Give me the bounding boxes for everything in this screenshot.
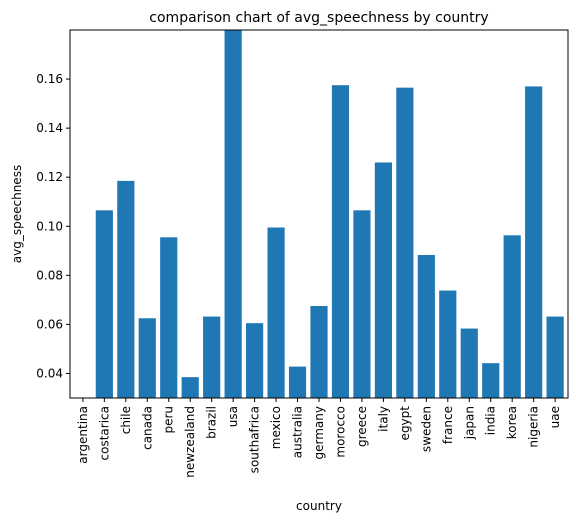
x-tick-label-uae: uae	[548, 406, 562, 428]
y-tick-label: 0.10	[36, 219, 63, 233]
x-tick-label-chile: chile	[119, 406, 133, 434]
x-tick-label-newzealand: newzealand	[183, 406, 197, 478]
bar-peru	[160, 237, 177, 471]
x-tick-label-mexico: mexico	[269, 406, 283, 449]
x-tick-label-egypt: egypt	[398, 406, 412, 441]
x-tick-label-greece: greece	[355, 406, 369, 447]
x-tick-label-italy: italy	[376, 406, 390, 432]
y-tick-label: 0.14	[36, 121, 63, 135]
x-tick-label-germany: germany	[312, 406, 326, 459]
x-tick-label-argentina: argentina	[76, 406, 90, 464]
x-tick-label-costarica: costarica	[97, 406, 111, 460]
x-tick-label-southafrica: southafrica	[248, 406, 262, 473]
y-axis: 0.04 0.06 0.08 0.10 0.12 0.14 0.16	[36, 72, 70, 380]
x-tick-label-korea: korea	[505, 406, 519, 439]
x-tick-label-usa: usa	[226, 406, 240, 427]
x-tick-label-japan: japan	[462, 406, 476, 440]
x-tick-label-canada: canada	[140, 406, 154, 450]
bar-usa	[225, 28, 242, 472]
x-tick-label-sweden: sweden	[419, 406, 433, 452]
y-tick-label: 0.08	[36, 268, 63, 282]
x-axis-label: country	[296, 499, 342, 513]
x-tick-label-india: india	[484, 406, 498, 435]
x-tick-label-morocco: morocco	[333, 406, 347, 458]
x-tick-label-peru: peru	[162, 406, 176, 434]
bars-group	[74, 28, 563, 472]
x-tick-label-france: france	[441, 406, 455, 444]
y-axis-label: avg_speechness	[10, 165, 24, 263]
y-tick-label: 0.06	[36, 317, 63, 331]
bar-uae	[547, 317, 564, 472]
y-tick-label: 0.12	[36, 170, 63, 184]
x-tick-label-nigeria: nigeria	[527, 406, 541, 448]
x-axis: argentina costarica chile canada peru newzeal…	[76, 398, 562, 478]
x-tick-label-brazil: brazil	[205, 406, 219, 439]
x-tick-label-australia: australia	[291, 406, 305, 458]
chart-title: comparison chart of avg_speechness by co…	[149, 10, 488, 26]
bar-brazil	[203, 317, 220, 472]
y-tick-label: 0.04	[36, 366, 63, 380]
y-tick-label: 0.16	[36, 72, 63, 86]
